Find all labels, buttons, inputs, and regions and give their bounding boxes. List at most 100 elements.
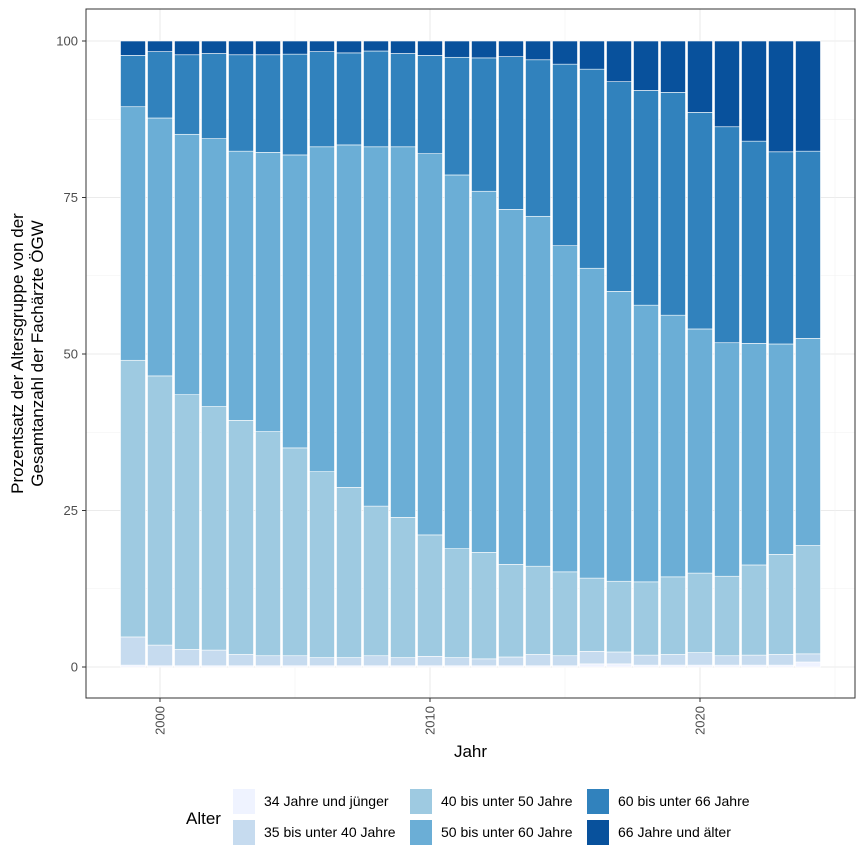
bar-segment	[795, 545, 821, 655]
bar-segment	[471, 190, 497, 553]
bar-segment	[795, 661, 821, 668]
bar-segment	[471, 552, 497, 660]
legend-label: 66 Jahre und älter	[618, 824, 731, 840]
bar-segment	[417, 656, 443, 667]
bar-segment	[579, 577, 605, 652]
y-axis-title-line: Gesamtanzahl der Fachärzte ÖGW	[28, 220, 47, 486]
bar-segment	[201, 53, 227, 139]
bar-segment	[201, 138, 227, 407]
bar-segment	[336, 40, 362, 54]
bar-segment	[714, 575, 740, 657]
y-tick-label: 0	[71, 660, 78, 675]
bar-segment	[795, 653, 821, 663]
bar-segment	[336, 144, 362, 488]
bar-segment	[363, 50, 389, 148]
bar-segment	[768, 343, 794, 555]
bar-segment	[255, 431, 281, 657]
bar-segment	[147, 40, 173, 52]
bar-segment	[525, 59, 551, 217]
bar-segment	[228, 54, 254, 152]
bar-segment	[363, 146, 389, 507]
bar-segment	[579, 68, 605, 269]
bar-segment	[363, 505, 389, 657]
bar-segment	[795, 150, 821, 339]
bar-segment	[741, 40, 767, 142]
bar-segment	[309, 471, 335, 658]
bar-segment	[336, 657, 362, 667]
legend-swatch	[410, 820, 432, 845]
axes-layer: 0 25 50 75 100 2000 2010 2020	[56, 34, 707, 735]
bar-segment	[579, 40, 605, 70]
bar-segment	[579, 663, 605, 668]
bar-segment	[417, 55, 443, 154]
legend-label: 50 bis unter 60 Jahre	[441, 824, 573, 840]
bar-segment	[444, 548, 470, 658]
bar-segment	[471, 40, 497, 59]
legend-label: 35 bis unter 40 Jahre	[264, 824, 396, 840]
bar-segment	[498, 40, 524, 57]
bar-segment	[687, 328, 713, 574]
bar-segment	[606, 663, 632, 668]
legend-swatch	[587, 789, 609, 814]
bar-segment	[525, 215, 551, 567]
bar-segment	[768, 554, 794, 655]
y-axis-title-line: Prozentsatz der Altersgruppe von der	[8, 213, 27, 494]
legend-label: 40 bis unter 50 Jahre	[441, 793, 573, 809]
legend-label: 34 Jahre und jünger	[264, 793, 389, 809]
bar-segment	[228, 40, 254, 56]
bar-segment	[606, 651, 632, 665]
bar-segment	[525, 654, 551, 667]
bar-segment	[687, 112, 713, 330]
bar-segment	[768, 151, 794, 345]
bar-segment	[444, 174, 470, 549]
bar-segment	[471, 57, 497, 192]
bar-segment	[120, 40, 146, 56]
bar-segment	[309, 657, 335, 667]
bar-segment	[660, 314, 686, 578]
bar-segment	[282, 40, 308, 55]
bar-segment	[552, 63, 578, 247]
y-tick-label: 50	[64, 347, 78, 362]
bar-segment	[444, 40, 470, 58]
bar-segment	[255, 152, 281, 432]
bar-segment	[201, 40, 227, 54]
bar-segment	[174, 649, 200, 667]
y-tick-label: 100	[56, 34, 78, 49]
bar-segment	[282, 154, 308, 449]
bar-segment	[282, 655, 308, 667]
bar-segment	[336, 52, 362, 146]
bar-segment	[660, 92, 686, 316]
bar-segment	[147, 51, 173, 119]
bar-segment	[795, 338, 821, 546]
bar-segment	[390, 40, 416, 54]
bar-segment	[498, 209, 524, 565]
bar-segment	[363, 40, 389, 52]
bar-segment	[201, 406, 227, 651]
legend: Alter 34 Jahre und jünger 35 bis unter 40 …	[186, 789, 750, 845]
bar-segment	[120, 636, 146, 666]
bar-segment	[606, 40, 632, 82]
y-tick-label: 75	[64, 190, 78, 205]
legend-title: Alter	[186, 809, 221, 828]
x-axis-title: Jahr	[454, 742, 487, 761]
bar-segment	[120, 55, 146, 108]
bar-segment	[660, 40, 686, 93]
bar-segment	[741, 564, 767, 656]
bar-segment	[147, 375, 173, 646]
bar-segment	[228, 654, 254, 667]
bar-segment	[363, 655, 389, 667]
bar-segment	[390, 517, 416, 658]
bar-segment	[201, 649, 227, 667]
bar-segment	[552, 571, 578, 657]
bar-segment	[417, 153, 443, 536]
bar-segment	[498, 656, 524, 667]
bar-segment	[282, 447, 308, 657]
bar-segment	[606, 291, 632, 582]
bar-segment	[390, 657, 416, 667]
bar-segment	[741, 654, 767, 666]
bar-segment	[147, 117, 173, 377]
bar-segment	[660, 576, 686, 655]
bar-segment	[552, 655, 578, 667]
bar-segment	[174, 133, 200, 395]
